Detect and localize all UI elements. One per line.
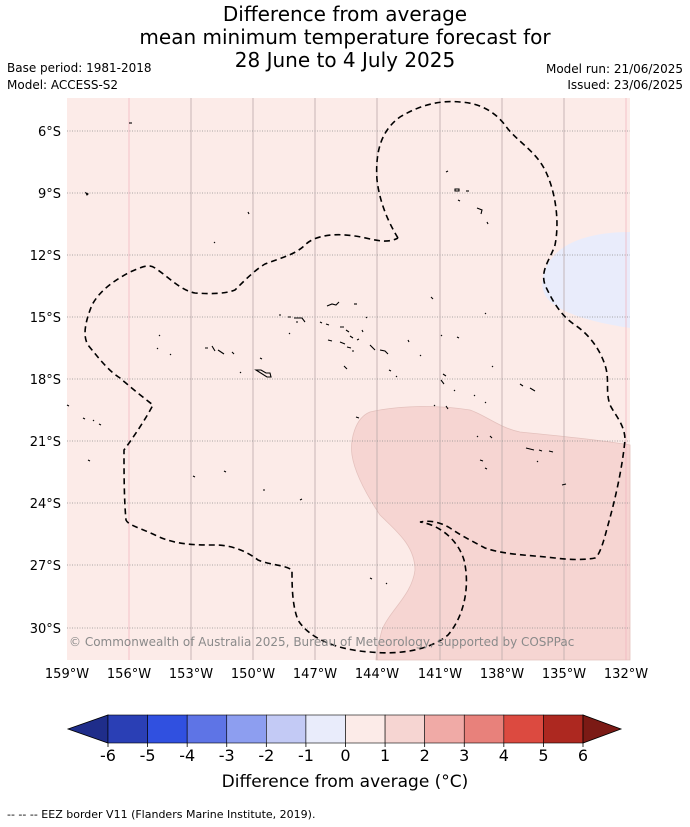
island-outline xyxy=(486,221,489,225)
island-outline xyxy=(343,365,398,378)
lon-label: 150°W xyxy=(231,667,275,682)
lat-label: 9°S xyxy=(38,187,61,202)
lon-label: 159°W xyxy=(45,667,89,682)
lat-label: 6°S xyxy=(38,125,61,140)
colorbar-bin xyxy=(543,714,584,744)
colorbar-tick-label: 4 xyxy=(499,746,509,765)
lon-label: 132°W xyxy=(604,667,648,682)
eez-footnote: -- -- -- EEZ border V11 (Flanders Marine… xyxy=(7,808,316,821)
model-run: Model run: 21/06/2025 xyxy=(545,62,683,76)
island-outline xyxy=(476,207,483,215)
lat-label: 24°S xyxy=(30,497,61,512)
colorbar-bin xyxy=(463,714,505,744)
issued-date: Issued: 23/06/2025 xyxy=(567,78,683,92)
colorbar-tick-label: 3 xyxy=(459,746,469,765)
colorbar: -6 -5 -4 -3 -2 -1 0 1 2 3 4 5 6 xyxy=(66,714,623,765)
colorbar-bin xyxy=(503,714,544,744)
title-line-3: 28 June to 4 July 2025 xyxy=(234,48,456,72)
title-line-2: mean minimum temperature forecast for xyxy=(139,25,551,49)
colorbar-tick-label: -6 xyxy=(100,746,116,765)
title-line-1: Difference from average xyxy=(222,2,468,26)
island-outline xyxy=(476,435,554,453)
island-outline xyxy=(84,191,89,196)
island-outline xyxy=(369,344,389,355)
island-outline xyxy=(288,312,487,357)
colorbar-tick-label: 5 xyxy=(538,746,548,765)
lon-label: 147°W xyxy=(293,667,337,682)
island-outline xyxy=(454,188,460,192)
island-outline xyxy=(213,241,216,244)
copyright-notice: © Commonwealth of Australia 2025, Bureau… xyxy=(69,635,574,649)
gridlines xyxy=(67,98,630,660)
island-outline xyxy=(326,301,340,307)
colorbar-tick-label: -4 xyxy=(179,746,195,765)
colorbar-bin xyxy=(424,714,465,744)
lat-label: 27°S xyxy=(30,559,61,574)
island-outline xyxy=(349,316,368,341)
colorbar-tick-label: -2 xyxy=(258,746,274,765)
colorbar-bin xyxy=(107,714,148,744)
island-outline xyxy=(319,321,350,333)
colorbar-tick-label: 1 xyxy=(380,746,390,765)
colorbar-tick-label: -1 xyxy=(298,746,314,765)
colorbar-tick-label: -3 xyxy=(219,746,235,765)
islands xyxy=(66,122,567,585)
colorbar-bin xyxy=(147,714,188,744)
island-outline xyxy=(430,296,434,300)
colorbar-tick-label: 2 xyxy=(420,746,430,765)
colorbar-tick-label: 0 xyxy=(340,746,350,765)
island-outline xyxy=(479,459,567,486)
lat-label: 18°S xyxy=(30,373,61,388)
colorbar-bin xyxy=(345,714,386,744)
lat-label: 15°S xyxy=(30,311,61,326)
lon-label: 138°W xyxy=(480,667,524,682)
island-outline xyxy=(66,404,102,462)
lon-label: 153°W xyxy=(169,667,213,682)
colorbar-bin xyxy=(186,714,228,744)
island-outline xyxy=(279,314,306,323)
colorbar-bin xyxy=(266,714,307,744)
island-outline xyxy=(192,470,388,585)
colorbar-over-arrow xyxy=(582,714,623,744)
lat-label: 12°S xyxy=(30,249,61,264)
island-outline xyxy=(355,383,536,419)
lat-label: 30°S xyxy=(30,622,61,637)
latitude-labels: 6°S 9°S 12°S 15°S 18°S 21°S 24°S 27°S 30… xyxy=(30,125,61,637)
warm-anomaly-region xyxy=(351,406,631,661)
colorbar-under-arrow xyxy=(66,714,109,744)
lon-label: 135°W xyxy=(542,667,586,682)
colorbar-tick-label: 6 xyxy=(578,746,588,765)
colorbar-bin xyxy=(384,714,425,744)
lon-label: 144°W xyxy=(355,667,399,682)
island-outline xyxy=(327,339,354,352)
island-outline xyxy=(156,334,235,356)
island-outline xyxy=(440,365,494,404)
eez-border xyxy=(84,100,626,654)
island-outline xyxy=(247,211,250,215)
colorbar-bin xyxy=(305,714,346,744)
model-name: Model: ACCESS-S2 xyxy=(7,78,119,92)
lat-label: 21°S xyxy=(30,435,61,450)
colorbar-bin xyxy=(226,714,267,744)
lon-label: 156°W xyxy=(107,667,151,682)
longitude-labels: 159°W 156°W 153°W 150°W 147°W 144°W 141°… xyxy=(45,667,648,682)
colorbar-title: Difference from average (°C) xyxy=(221,772,469,792)
colorbar-tick-label: -5 xyxy=(140,746,156,765)
lon-label: 141°W xyxy=(418,667,462,682)
island-outline xyxy=(445,170,449,173)
base-period: Base period: 1981-2018 xyxy=(7,61,152,75)
island-outline xyxy=(239,357,272,378)
island-outline xyxy=(457,199,461,202)
